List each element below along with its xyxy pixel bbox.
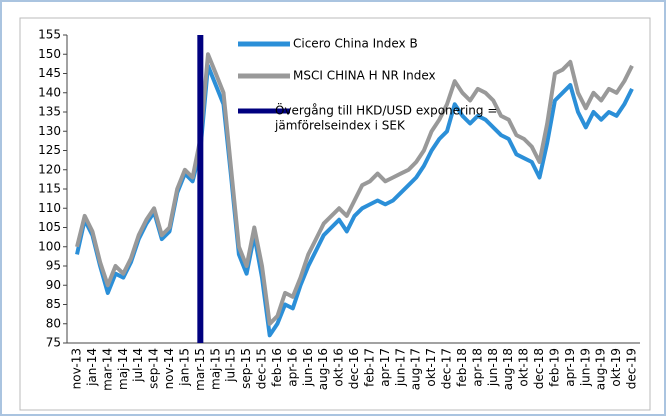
x-tick-label: okt-18 <box>517 348 531 387</box>
x-tick-label: feb-16 <box>270 348 284 387</box>
y-tick-label: 80 <box>46 316 61 330</box>
y-tick-label: 125 <box>38 143 61 157</box>
x-tick-label: okt-19 <box>609 348 623 387</box>
y-tick-label: 115 <box>38 182 61 196</box>
x-tick-label: aug-19 <box>594 348 608 390</box>
x-tick-label: dec-16 <box>347 348 361 389</box>
y-tick-label: 135 <box>38 105 61 119</box>
x-tick-label: okt-16 <box>332 348 346 387</box>
x-tick-label: sep-14 <box>147 348 161 389</box>
x-tick-label: apr-16 <box>285 348 299 387</box>
x-tick-label: nov-14 <box>162 348 176 389</box>
y-tick-label: 130 <box>38 124 61 138</box>
x-tick-label: apr-19 <box>563 348 577 387</box>
y-tick-label: 105 <box>38 220 61 234</box>
y-tick-label: 155 <box>38 28 61 42</box>
x-tick-label: nov-13 <box>70 348 84 389</box>
y-tick-label: 120 <box>38 162 61 176</box>
x-tick-label: feb-17 <box>362 348 376 387</box>
x-tick-label: apr-17 <box>378 348 392 387</box>
x-tick-label: mar-15 <box>193 348 207 391</box>
series-line <box>75 52 634 326</box>
x-tick-label: aug-18 <box>501 348 515 390</box>
x-tick-label: dec-15 <box>255 348 269 389</box>
x-tick-label: feb-19 <box>547 348 561 387</box>
x-tick-label: jun-19 <box>578 348 592 387</box>
legend-label: jämförelseindex i SEK <box>274 119 406 133</box>
x-tick-label: feb-18 <box>455 348 469 387</box>
x-tick-label: jun-18 <box>486 348 500 387</box>
x-tick-label: jul-14 <box>131 348 145 383</box>
y-tick-label: 140 <box>38 85 61 99</box>
x-tick-label: okt-17 <box>424 348 438 387</box>
transition-line <box>197 35 204 343</box>
x-tick-label: dec-18 <box>532 348 546 389</box>
x-tick-label: maj-14 <box>116 348 130 390</box>
x-tick-label: maj-15 <box>208 348 222 390</box>
series-line <box>75 63 634 338</box>
legend-label: Cicero China Index B <box>293 37 418 51</box>
y-tick-label: 150 <box>38 47 61 61</box>
legend-label: MSCI CHINA H NR Index <box>293 69 436 83</box>
x-tick-label: mar-14 <box>100 348 114 391</box>
y-tick-label: 100 <box>38 239 61 253</box>
chart-frame <box>19 17 651 411</box>
legend-label: Övergång till HKD/USD exponering = <box>275 102 497 118</box>
y-tick-label: 95 <box>46 259 61 273</box>
y-tick-label: 75 <box>46 336 61 350</box>
x-tick-label: jan-14 <box>85 348 99 387</box>
x-tick-label: dec-19 <box>625 348 639 389</box>
x-tick-label: sep-15 <box>239 348 253 389</box>
x-tick-label: aug-16 <box>316 348 330 390</box>
y-tick-label: 90 <box>46 278 61 292</box>
y-tick-label: 110 <box>38 201 61 215</box>
y-tick-label: 85 <box>46 297 61 311</box>
x-tick-label: jul-15 <box>224 348 238 383</box>
x-tick-label: apr-18 <box>470 348 484 387</box>
x-tick-label: dec-17 <box>440 348 454 389</box>
x-tick-label: jan-15 <box>177 348 191 387</box>
x-tick-label: aug-17 <box>409 348 423 390</box>
x-tick-label: jun-16 <box>301 348 315 387</box>
x-tick-label: jun-17 <box>393 348 407 387</box>
y-tick-label: 145 <box>38 66 61 80</box>
